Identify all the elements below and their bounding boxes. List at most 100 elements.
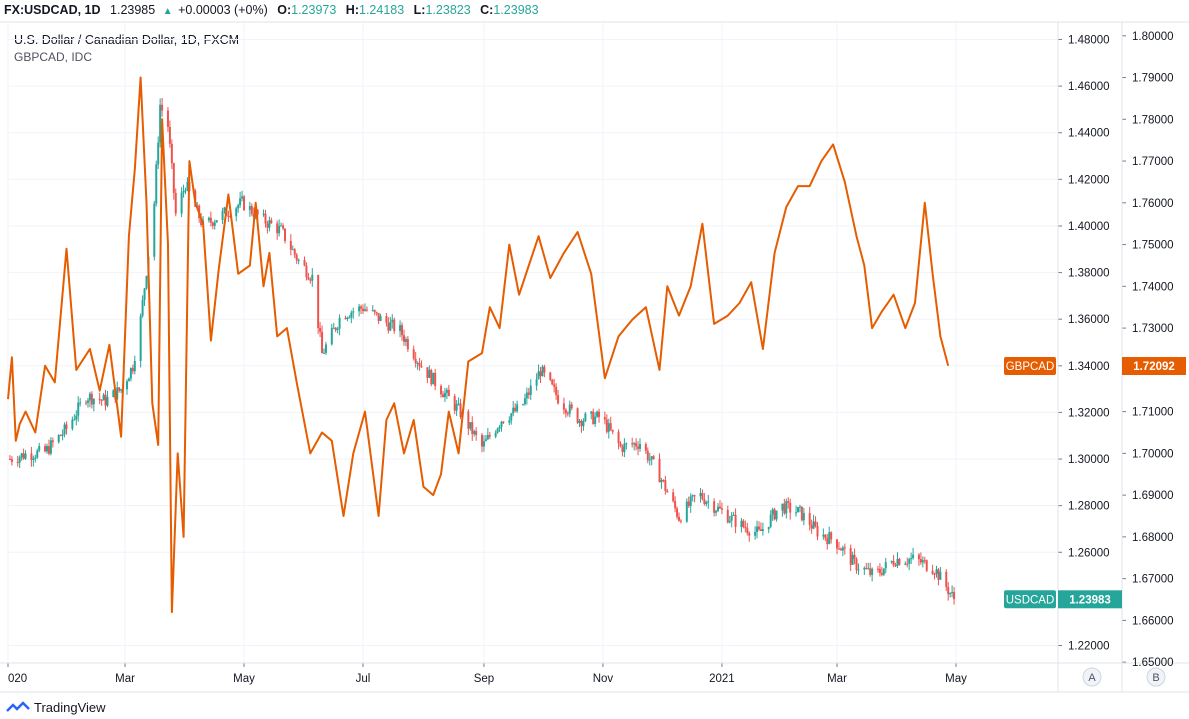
usdcad-candle-body [871,568,874,575]
usdcad-candle-body [594,416,597,424]
axis-b-tick-label: 1.69000 [1132,490,1174,502]
usdcad-candle-body [223,207,226,211]
open-label: O: [277,3,292,17]
usdcad-candle-body [603,417,606,420]
chart-title: U.S. Dollar / Canadian Dollar, 1D, FXCM [14,33,240,47]
usdcad-candle-body [650,456,653,460]
usdcad-candle-body [894,565,897,567]
usdcad-candle-body [488,434,491,437]
usdcad-candle-body [633,443,636,445]
usdcad-candle-body [98,398,101,400]
usdcad-name-label: USDCAD [1006,594,1055,606]
usdcad-candle-body [566,413,569,415]
usdcad-candle-body [717,506,720,511]
low-label: L: [413,3,426,17]
usdcad-candle-body [432,372,435,385]
usdcad-candle-body [237,205,240,209]
usdcad-candle-body [621,446,624,452]
usdcad-candle-body [609,423,612,430]
usdcad-candle-body [77,402,80,416]
usdcad-candle-body [486,434,489,440]
usdcad-candle-body [639,444,641,449]
usdcad-candle-body [857,569,860,571]
usdcad-candle-body [707,501,710,503]
usdcad-candle-body [321,331,324,354]
high-value: 1.24183 [359,3,405,17]
usdcad-candle-body [596,411,599,417]
usdcad-candle-body [769,514,772,527]
usdcad-candle-body [912,554,915,559]
usdcad-candle-body [57,435,60,443]
usdcad-candle-body [443,392,446,398]
usdcad-candle-body [295,254,298,261]
usdcad-candle-body [658,458,661,483]
axes [0,21,1189,693]
usdcad-candle-body [49,440,52,454]
usdcad-candle-body [141,299,144,316]
time-axis-tick-label: Jul [356,673,371,685]
usdcad-candle-body [863,567,866,570]
usdcad-candle-body [24,453,27,459]
usdcad-candle-body [170,143,173,164]
usdcad-candle-body [744,526,747,529]
usdcad-candle-body [761,529,764,531]
axis-a-tick-label: 1.32000 [1068,407,1110,419]
usdcad-candle-body [701,492,704,500]
usdcad-candle-body [221,210,224,221]
usdcad-candle-body [937,569,940,580]
usdcad-candle-body [241,196,244,199]
low-value: 1.23823 [425,3,471,17]
gbpcad-name-tag [1004,357,1056,376]
usdcad-candle-body [155,164,158,204]
usdcad-candle-body [90,393,93,405]
usdcad-candle-body [59,435,62,437]
usdcad-candle-body [826,538,829,544]
usdcad-candle-body [182,190,185,193]
tradingview-logo[interactable]: TradingView [6,700,106,715]
usdcad-candle-body [455,404,458,411]
usdcad-candle-body [213,222,216,226]
usdcad-candle-body [293,249,296,255]
usdcad-candle-body [168,126,171,144]
usdcad-candle-body [157,142,160,165]
usdcad-candle-body [800,506,803,521]
usdcad-candle-body [243,196,246,211]
usdcad-candle-body [605,419,608,432]
usdcad-candle-body [166,110,169,127]
usdcad-candle-body [65,424,68,429]
usdcad-candle-body [153,203,156,257]
usdcad-candle-body [348,317,351,319]
axis-a-tick-label: 1.34000 [1068,361,1110,373]
usdcad-candle-body [297,259,300,261]
close-value: 1.23983 [493,3,539,17]
usdcad-candle-body [92,398,95,405]
usdcad-candle-body [843,547,846,549]
usdcad-candle-body [783,503,786,514]
usdcad-candle-body [652,456,655,459]
usdcad-candle-body [184,190,187,192]
usdcad-candle-body [853,554,856,559]
usdcad-candle-body [808,513,811,526]
usdcad-candle-body [510,413,513,421]
usdcad-candle-body [666,490,669,493]
usdcad-candle-body [625,443,628,445]
usdcad-candle-body [459,403,462,417]
usdcad-candle-body [584,413,587,422]
axis-labels: 1.48000 1.46000 1.44000 1.42000 1.40000 1.380… [8,31,1186,685]
usdcad-candle-body [100,399,103,401]
gbpcad-series-line [7,76,950,614]
usdcad-candle-body [896,558,899,566]
usdcad-candle-body [687,501,690,507]
usdcad-candle-body [63,424,66,435]
time-axis-tick-label: 020 [8,673,27,685]
usdcad-candles [8,98,956,605]
usdcad-candle-body [822,534,825,537]
usdcad-candle-body [387,322,390,331]
chart-subtitle: GBPCAD, IDC [14,50,93,64]
usdcad-candle-body [734,514,737,528]
usdcad-candle-body [867,568,870,570]
usdcad-candle-body [118,387,121,391]
usdcad-candle-body [703,499,706,505]
